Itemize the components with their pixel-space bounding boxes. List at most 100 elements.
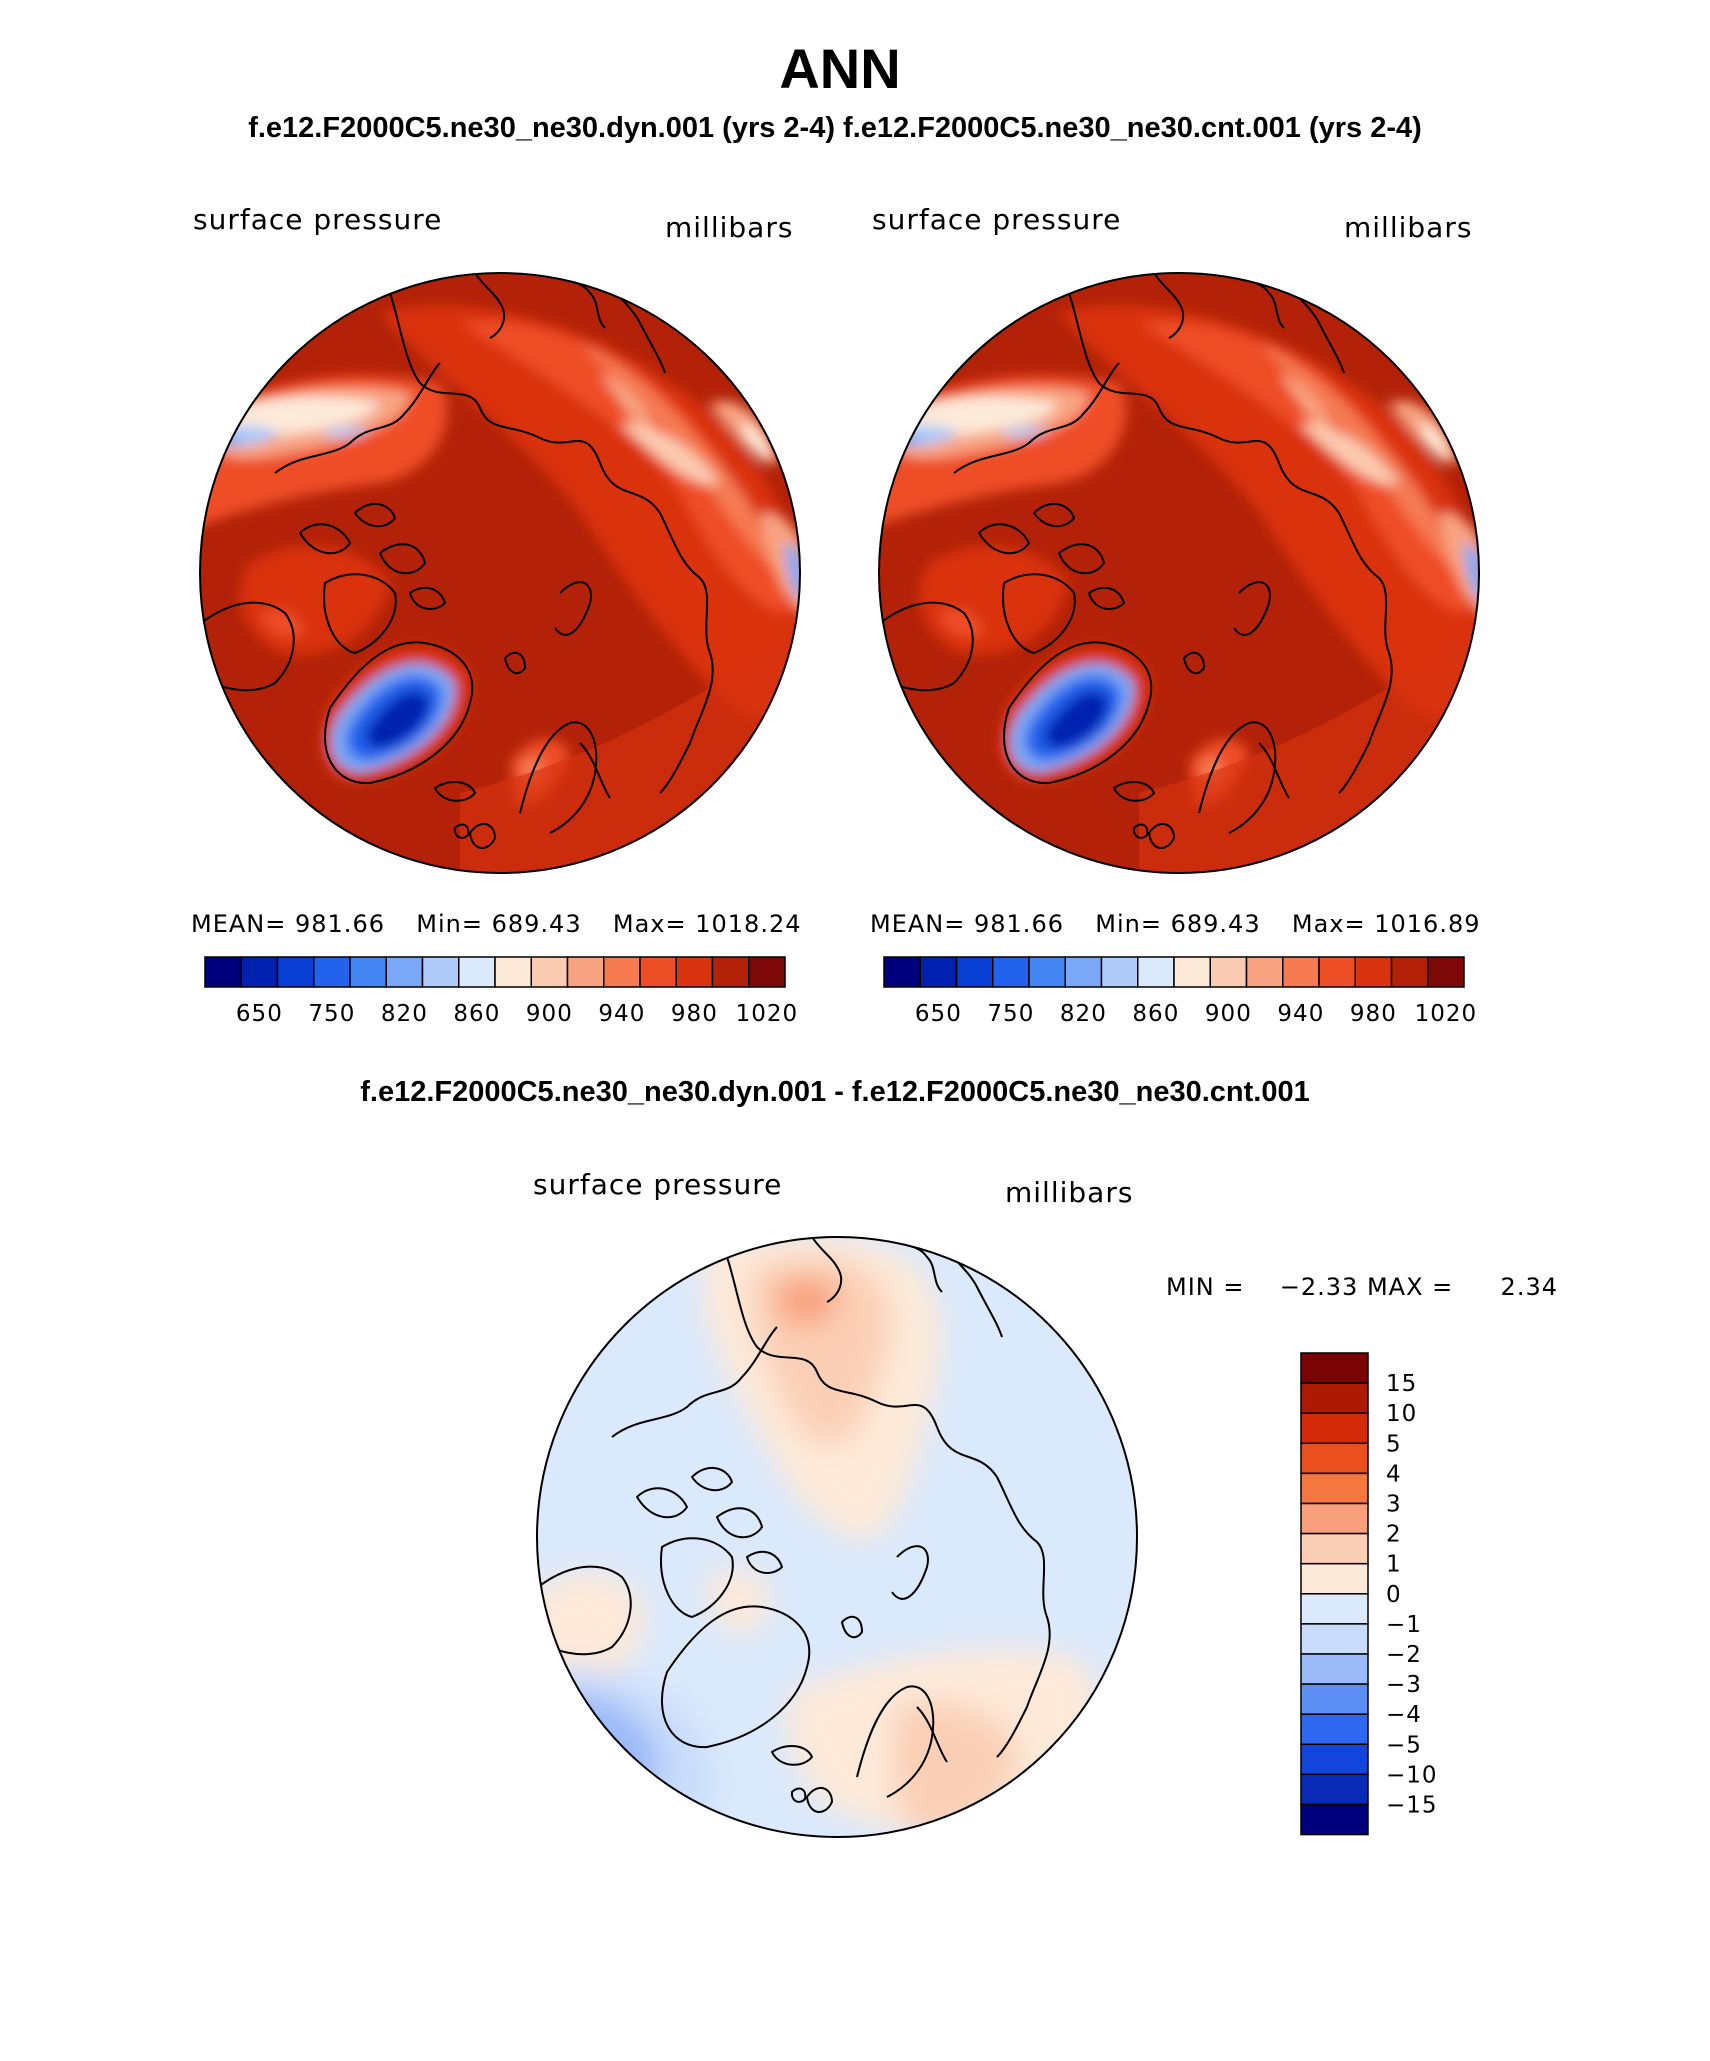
run-caption: f.e12.F2000C5.ne30_ne30.dyn.001 (yrs 2-4…	[248, 112, 1422, 144]
difference-colorbar-tick-label: −10	[1386, 1762, 1438, 1788]
difference-colorbar-tick-label: −15	[1386, 1793, 1438, 1819]
right-colorbar-swatch	[1137, 956, 1175, 988]
difference-colorbar-tick-label: 10	[1386, 1401, 1417, 1427]
panel1-units-label: millibars	[665, 211, 794, 244]
panel1-mean-value: 981.66	[295, 910, 385, 938]
difference-colorbar-tick-label: −5	[1386, 1732, 1422, 1758]
diff-minmax: MIN = −2.33 MAX = 2.34	[1166, 1273, 1558, 1301]
left-colorbar-swatch	[204, 956, 242, 988]
left-colorbar-tick-label: 900	[526, 1001, 573, 1027]
difference-colorbar-swatch	[1300, 1472, 1369, 1505]
panel2-mean-value: 981.66	[974, 910, 1064, 938]
right-colorbar-tick-label: 820	[1060, 1001, 1107, 1027]
difference-colorbar-tick-label: 2	[1386, 1522, 1402, 1548]
difference-colorbar-tick-label: −2	[1386, 1642, 1422, 1668]
diff-max-label: MAX =	[1366, 1273, 1454, 1301]
panel1-min-value: 689.43	[491, 910, 582, 938]
left-colorbar-swatch	[494, 956, 532, 988]
left-colorbar-tick-label: 940	[598, 1001, 645, 1027]
left-colorbar-swatch	[421, 956, 460, 988]
difference-colorbar-tick-label: 15	[1386, 1371, 1417, 1397]
panel2-min-value: 689.43	[1170, 910, 1261, 938]
left-colorbar-swatch	[349, 956, 387, 988]
panel2-max-label: Max=	[1291, 910, 1366, 938]
diff-variable-label: surface pressure	[533, 1168, 783, 1201]
difference-map	[537, 1237, 1157, 1857]
left-colorbar-swatch	[566, 956, 605, 988]
right-colorbar-tick-label: 750	[987, 1001, 1034, 1027]
right-colorbar-swatch	[955, 956, 994, 988]
right-colorbar-swatch	[1064, 956, 1103, 988]
right-colorbar-swatch	[919, 956, 958, 988]
left-colorbar-tick-label: 980	[671, 1001, 718, 1027]
panel1-variable-label: surface pressure	[193, 203, 443, 236]
panel2-min-label: Min=	[1095, 910, 1162, 938]
difference-colorbar-tick-label: −4	[1386, 1702, 1422, 1728]
panel2-mean-label: MEAN=	[870, 910, 966, 938]
panel1-max-label: Max=	[612, 910, 687, 938]
difference-map-border	[536, 1236, 1138, 1838]
left-colorbar-swatch	[530, 956, 569, 988]
difference-colorbar-tick-label: 1	[1386, 1552, 1402, 1578]
diff-caption: f.e12.F2000C5.ne30_ne30.dyn.001 - f.e12.…	[360, 1076, 1310, 1108]
right-colorbar-tick-label: 940	[1277, 1001, 1324, 1027]
left-colorbar-swatch	[639, 956, 677, 988]
left-colorbar-tick-label: 650	[236, 1001, 283, 1027]
difference-colorbar-swatch	[1300, 1653, 1369, 1685]
left-colorbar-swatch	[675, 956, 714, 988]
panel1-max-value: 1018.24	[695, 910, 802, 938]
panel2-stats: MEAN= 981.66 Min= 689.43 Max= 1016.89	[870, 910, 1481, 938]
difference-colorbar-swatch	[1300, 1562, 1369, 1595]
right-colorbar-tick-label: 860	[1132, 1001, 1179, 1027]
left-colorbar-swatch	[240, 956, 279, 988]
left-colorbar-swatch	[458, 956, 496, 988]
difference-colorbar-swatch	[1300, 1412, 1369, 1445]
right-colorbar-swatch	[1427, 956, 1465, 988]
left-colorbar-swatch	[748, 956, 786, 988]
left-colorbar: 650 750 820 860 900 940 980 1020	[204, 956, 799, 1027]
left-colorbar-swatch	[603, 956, 641, 988]
difference-colorbar-tick-label: 3	[1386, 1492, 1402, 1518]
left-map	[200, 273, 820, 893]
right-colorbar-tick-label: 900	[1205, 1001, 1252, 1027]
difference-colorbar-swatch	[1300, 1803, 1369, 1836]
left-colorbar-tick-label: 1020	[736, 1001, 799, 1027]
left-map-border	[199, 272, 801, 874]
difference-colorbar-swatch	[1300, 1683, 1369, 1715]
left-colorbar-swatch	[385, 956, 424, 988]
difference-colorbar-tick-label: −1	[1386, 1612, 1422, 1638]
right-map-border	[878, 272, 1480, 874]
right-colorbar-swatch	[1318, 956, 1356, 988]
difference-colorbar-swatch	[1300, 1713, 1369, 1746]
left-colorbar-tick-label: 860	[453, 1001, 500, 1027]
panel2-variable-label: surface pressure	[872, 203, 1122, 236]
difference-colorbar-swatch	[1300, 1743, 1369, 1776]
panel2-units-label: millibars	[1344, 211, 1473, 244]
difference-colorbar-swatch	[1300, 1352, 1369, 1384]
right-colorbar-swatch	[992, 956, 1030, 988]
right-colorbar: 650 750 820 860 900 940 980 1020	[883, 956, 1478, 1027]
panel1-mean-label: MEAN=	[191, 910, 287, 938]
difference-colorbar-tick-label: 4	[1386, 1461, 1402, 1487]
panel2-max-value: 1016.89	[1374, 910, 1481, 938]
difference-colorbar-swatch	[1300, 1623, 1369, 1655]
difference-colorbar-tick-label: −3	[1386, 1672, 1422, 1698]
right-colorbar-tick-label: 650	[915, 1001, 962, 1027]
difference-colorbar-tick-label: 0	[1386, 1582, 1402, 1608]
difference-colorbar-swatch	[1300, 1773, 1369, 1806]
left-colorbar-tick-label: 820	[381, 1001, 428, 1027]
right-colorbar-swatch	[1282, 956, 1320, 988]
main-title: ANN	[779, 37, 901, 100]
panel1-stats: MEAN= 981.66 Min= 689.43 Max= 1018.24	[191, 910, 802, 938]
right-colorbar-swatch	[883, 956, 921, 988]
diff-min-value: −2.33	[1279, 1273, 1359, 1301]
right-colorbar-tick-label: 1020	[1415, 1001, 1478, 1027]
diff-max-value: 2.34	[1500, 1273, 1558, 1301]
right-map	[879, 273, 1499, 893]
panel1-min-label: Min=	[416, 910, 483, 938]
right-colorbar-swatch	[1173, 956, 1211, 988]
difference-colorbar-swatch	[1300, 1382, 1369, 1414]
diff-units-label: millibars	[1005, 1176, 1134, 1209]
